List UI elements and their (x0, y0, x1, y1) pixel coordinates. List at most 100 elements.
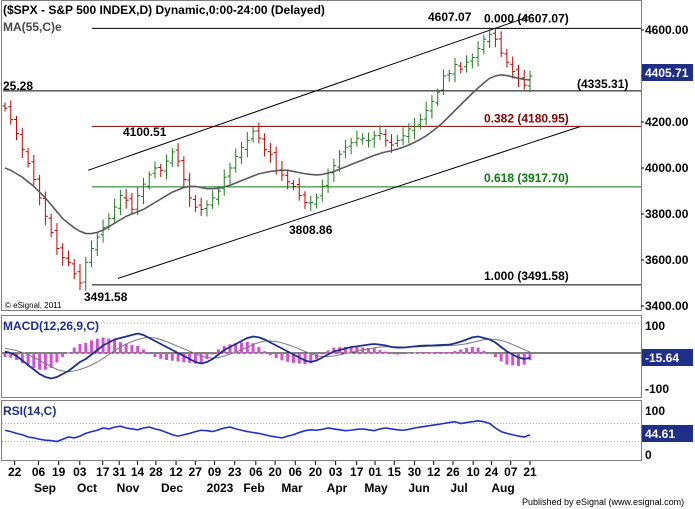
macd-histogram-bar (372, 348, 376, 354)
support-level-annotation: (4335.31) (577, 77, 628, 91)
candle (123, 189, 129, 209)
macd-histogram-bar (390, 353, 394, 354)
candle (423, 101, 429, 125)
date-tick-label: 20 (309, 465, 323, 479)
macd-histogram-bar (234, 343, 238, 354)
macd-histogram-bar (332, 347, 336, 354)
candle (262, 133, 268, 157)
macd-pane-frame (1, 315, 642, 398)
macd-histogram-bar (303, 353, 307, 365)
macd-histogram-bar (26, 353, 30, 367)
candle (31, 154, 37, 186)
candle (285, 169, 291, 190)
candle (2, 102, 8, 112)
month-label: May (364, 481, 388, 495)
candle (464, 55, 470, 73)
macd-histogram-bar (499, 353, 503, 362)
candle (140, 177, 146, 205)
ma-label: MA(55,C)e (3, 20, 62, 34)
macd-histogram-bar (395, 353, 399, 355)
macd-histogram-bar (459, 349, 463, 354)
macd-histogram-bar (274, 353, 278, 359)
candle (187, 172, 193, 207)
macd-histogram-bar (78, 344, 82, 354)
price-tick-label: 4600.00 (645, 23, 689, 37)
macd-histogram-bar (349, 346, 353, 354)
left-level-annotation: 25.28 (3, 79, 33, 93)
macd-histogram-bar (216, 349, 220, 354)
macd-histogram-bar (182, 353, 186, 363)
fibonacci-labels: 0.000 (4607.07) 0.382 (4180.95) 0.618 (391… (484, 11, 569, 283)
macd-histogram-bar (20, 353, 24, 364)
macd-histogram-bar (3, 353, 7, 358)
month-label: Apr (327, 481, 348, 495)
candle (400, 127, 406, 146)
macd-histogram-bar (193, 353, 197, 364)
footer-credit: Published by eSignal (www.esignal.com) (522, 497, 684, 507)
candle (290, 180, 296, 190)
date-tick-label: 30 (408, 465, 422, 479)
macd-histogram-bar (176, 353, 180, 362)
candle (117, 189, 123, 216)
date-tick-label: 12 (427, 465, 441, 479)
moving-average (4, 74, 531, 235)
macd-histogram-bar (291, 353, 295, 363)
macd-histogram-bar (66, 352, 70, 354)
date-tick-label: 06 (32, 465, 46, 479)
candle (527, 70, 533, 93)
month-label: Feb (243, 481, 264, 495)
price-tick-label: 4000.00 (645, 161, 689, 175)
macd-histogram-bar (147, 353, 151, 355)
candle (89, 240, 95, 268)
month-label: Dec (161, 481, 183, 495)
candle (510, 56, 516, 79)
date-tick-label: 27 (189, 465, 203, 479)
candle (371, 130, 377, 148)
macd-histogram-bar (107, 338, 111, 354)
date-tick-label: 01 (368, 465, 382, 479)
candle (250, 125, 256, 143)
date-tick-label: 14 (131, 465, 145, 479)
candle (94, 231, 100, 257)
macd-tick-100: 100 (645, 319, 665, 333)
candle (8, 100, 14, 125)
candle (210, 190, 216, 209)
candle (302, 191, 308, 210)
candle (337, 149, 343, 172)
copyright: © eSignal, 2011 (5, 301, 62, 310)
dec-high-annotation: 4100.51 (123, 125, 167, 139)
candle (48, 213, 54, 238)
price-bars (2, 27, 533, 291)
macd-histogram-bar (95, 338, 99, 354)
fib-level-label: 0.000 (4607.07) (484, 11, 569, 25)
candle (239, 142, 245, 164)
macd-histogram-bar (84, 342, 88, 354)
macd-histogram-bar (488, 353, 492, 354)
macd-histogram-bar (476, 347, 480, 354)
date-tick-label: 20 (268, 465, 282, 479)
candle (192, 195, 198, 212)
macd-histogram-bar (413, 352, 417, 354)
candle (481, 34, 487, 55)
date-tick-label: 06 (249, 465, 263, 479)
macd-histogram-bar (465, 347, 469, 354)
candle (112, 198, 118, 224)
month-label: Jun (408, 481, 429, 495)
macd-last-value: -15.64 (645, 351, 679, 365)
macd-histogram-bar (165, 353, 169, 360)
macd-histogram-bar (447, 351, 451, 354)
macd-histogram-bar (211, 353, 215, 355)
candle (65, 250, 71, 267)
candle (394, 134, 400, 148)
date-tick-label: 17 (350, 465, 364, 479)
candle (354, 130, 360, 147)
macd-histogram-bar (32, 353, 36, 368)
fib-level-label: 0.618 (3917.70) (484, 171, 569, 185)
rsi-tick-0: 0 (645, 448, 652, 462)
candle (60, 243, 66, 266)
fib-level-label: 0.382 (4180.95) (484, 111, 569, 125)
candle (314, 193, 320, 209)
macd-histogram-bar (516, 353, 520, 367)
candle (458, 61, 464, 74)
